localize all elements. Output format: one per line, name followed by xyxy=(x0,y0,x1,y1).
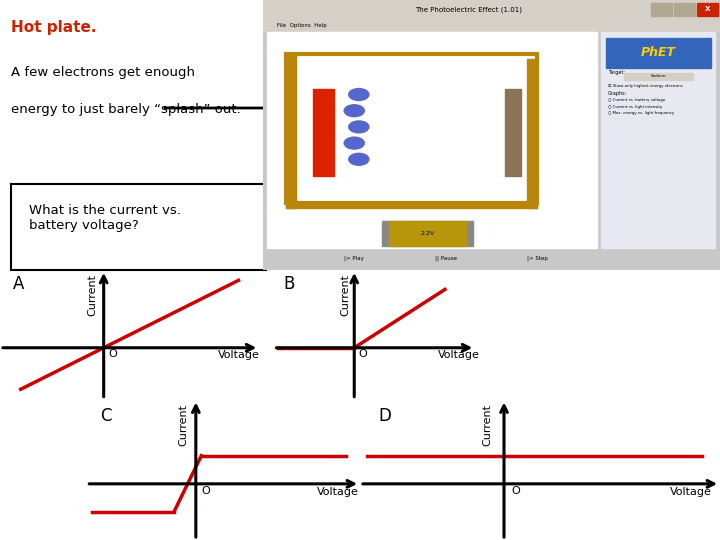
Bar xyxy=(505,89,521,176)
Bar xyxy=(697,3,718,16)
Text: O: O xyxy=(511,485,520,496)
Text: Voltage: Voltage xyxy=(217,350,259,360)
Text: O: O xyxy=(359,349,367,359)
Bar xyxy=(606,38,711,68)
Bar xyxy=(263,19,720,31)
Circle shape xyxy=(344,137,364,149)
Text: Voltage: Voltage xyxy=(438,350,480,360)
Text: A few electrons get enough: A few electrons get enough xyxy=(11,65,195,79)
Text: O: O xyxy=(109,349,117,359)
Bar xyxy=(286,202,537,208)
Text: B: B xyxy=(284,275,295,293)
Text: D: D xyxy=(378,407,391,424)
Bar xyxy=(382,221,473,246)
Text: Sodium: Sodium xyxy=(650,75,666,78)
Text: Current: Current xyxy=(483,404,492,446)
Bar xyxy=(389,221,467,246)
Text: X: X xyxy=(704,6,710,12)
Text: || Pause: || Pause xyxy=(435,255,456,261)
Bar xyxy=(286,53,296,208)
Circle shape xyxy=(344,105,364,117)
Text: 2.2V: 2.2V xyxy=(420,231,434,236)
Text: |> Step: |> Step xyxy=(527,255,547,261)
Text: ○ Max. energy vs. light frequency: ○ Max. energy vs. light frequency xyxy=(608,111,674,116)
Text: A: A xyxy=(13,275,24,293)
Text: energy to just barely “splash” out.: energy to just barely “splash” out. xyxy=(11,103,240,117)
Text: ○ Current vs. light intensity: ○ Current vs. light intensity xyxy=(608,105,662,109)
Bar xyxy=(313,89,333,176)
Bar xyxy=(674,3,695,16)
Bar xyxy=(527,59,537,208)
Text: ○ Current vs. battery voltage: ○ Current vs. battery voltage xyxy=(608,98,665,102)
Circle shape xyxy=(348,153,369,165)
Text: File  Options  Help: File Options Help xyxy=(276,23,326,28)
Bar xyxy=(267,32,597,248)
Text: Graphs:: Graphs: xyxy=(608,91,627,96)
Text: |> Play: |> Play xyxy=(344,255,364,261)
Text: Current: Current xyxy=(87,274,97,316)
Bar xyxy=(624,73,693,79)
Text: ☑ Show only highest energy electrons: ☑ Show only highest energy electrons xyxy=(608,84,683,89)
Text: Voltage: Voltage xyxy=(670,487,712,497)
Text: Target:: Target: xyxy=(608,70,625,76)
Bar xyxy=(652,3,672,16)
Bar xyxy=(286,54,537,202)
Text: What is the current vs.
battery voltage?: What is the current vs. battery voltage? xyxy=(29,204,181,232)
Circle shape xyxy=(348,121,369,133)
Circle shape xyxy=(348,89,369,100)
Text: C: C xyxy=(100,407,112,424)
Text: Hot plate.: Hot plate. xyxy=(11,21,96,36)
Text: O: O xyxy=(202,485,210,496)
Bar xyxy=(601,32,716,248)
Text: Current: Current xyxy=(179,404,189,446)
Bar xyxy=(263,0,720,19)
Text: The Photoelectric Effect (1.01): The Photoelectric Effect (1.01) xyxy=(415,6,522,13)
Text: Voltage: Voltage xyxy=(318,487,359,497)
Text: Current: Current xyxy=(340,274,350,316)
Text: PhET: PhET xyxy=(641,46,676,59)
